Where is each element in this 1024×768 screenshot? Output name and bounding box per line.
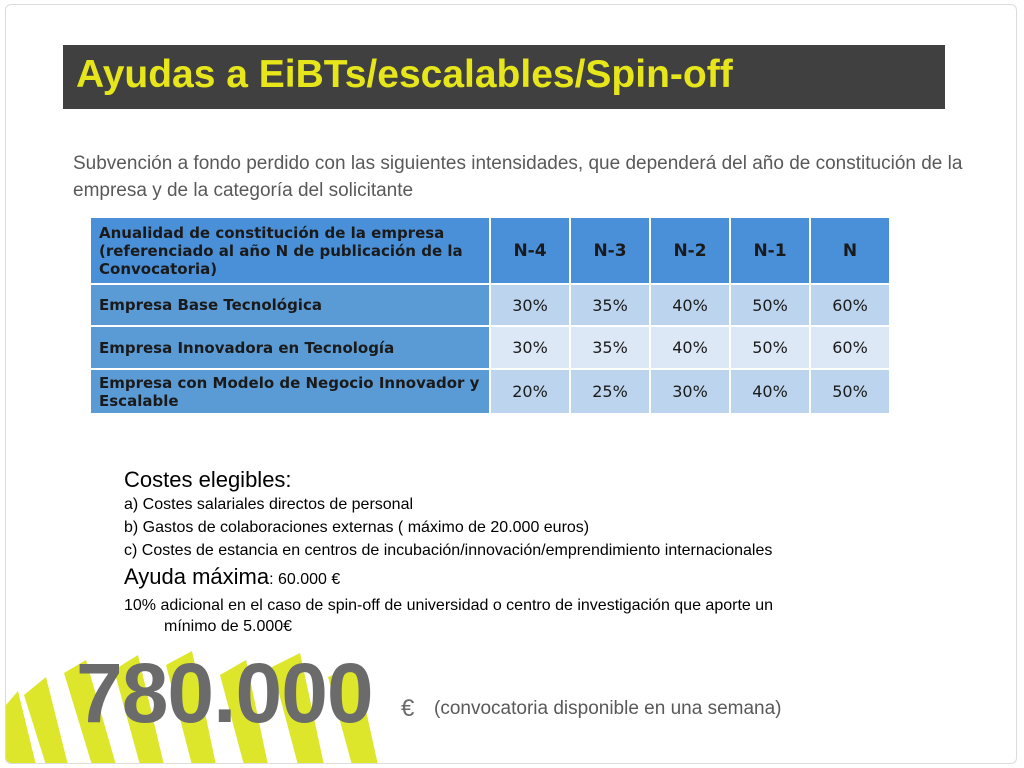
slide: Ayudas a EiBTs/escalables/Spin-off Subve… (5, 4, 1017, 764)
table-cell: 25% (569, 368, 651, 415)
slide-title: Ayudas a EiBTs/escalables/Spin-off (76, 53, 733, 96)
column-header: N-4 (489, 216, 571, 285)
table-row: Empresa con Modelo de Negocio Innovador … (89, 368, 891, 415)
table-cell: 30% (489, 325, 571, 370)
title-bar: Ayudas a EiBTs/escalables/Spin-off (63, 45, 945, 109)
max-aid-label: Ayuda máxima (124, 564, 270, 589)
table-header-row: Anualidad de constitución de la empresa … (89, 216, 891, 285)
eligible-costs-section: Costes elegibles: a) Costes salariales d… (124, 467, 1004, 637)
cost-item: b) Gastos de colaboraciones externas ( m… (124, 519, 590, 536)
row-label: Empresa con Modelo de Negocio Innovador … (89, 368, 491, 415)
row-label: Empresa Base Tecnológica (89, 283, 491, 327)
brush-stroke (64, 660, 116, 763)
yellow-brush-decoration (6, 651, 378, 763)
table-row: Empresa Base Tecnológica 30% 35% 40% 50%… (89, 283, 891, 327)
table-row: Empresa Innovadora en Tecnología 30% 35%… (89, 325, 891, 370)
table-cell: 50% (729, 325, 811, 370)
row-label: Empresa Innovadora en Tecnología (89, 325, 491, 370)
brush-stroke (220, 660, 268, 763)
table-cell: 30% (489, 283, 571, 327)
max-aid-line: Ayuda máxima: 60.000 € (124, 562, 1004, 595)
table-header-label: Anualidad de constitución de la empresa … (89, 216, 491, 285)
max-aid-value: : 60.000 € (269, 571, 341, 588)
column-header: N-3 (569, 216, 651, 285)
brush-stroke (166, 651, 216, 763)
budget-amount: 780.000 (76, 646, 374, 740)
column-header: N-2 (649, 216, 731, 285)
intro-paragraph: Subvención a fondo perdido con las sigui… (73, 153, 963, 201)
table-cell: 40% (649, 283, 731, 327)
table-cell: 30% (649, 368, 731, 415)
table-cell: 60% (809, 325, 891, 370)
availability-note: (convocatoria disponible en una semana) (434, 698, 782, 719)
table-cell: 35% (569, 325, 651, 370)
intensity-table: Anualidad de constitución de la empresa … (89, 216, 891, 415)
cost-item: c) Costes de estancia en centros de incu… (124, 542, 773, 559)
table-cell: 40% (649, 325, 731, 370)
spin-off-bonus-continuation: mínimo de 5.000€ (164, 618, 293, 635)
costs-heading: Costes elegibles: (124, 467, 292, 492)
column-header: N (809, 216, 891, 285)
column-header: N-1 (729, 216, 811, 285)
brush-stroke (272, 653, 324, 763)
cost-item: a) Costes salariales directos de persona… (124, 496, 414, 513)
table-cell: 60% (809, 283, 891, 327)
spin-off-bonus-line: 10% adicional en el caso de spin-off de … (124, 597, 774, 614)
budget-currency: € (401, 695, 415, 722)
table-cell: 40% (729, 368, 811, 415)
brush-stroke (24, 677, 68, 763)
table-cell: 35% (569, 283, 651, 327)
table-cell: 50% (809, 368, 891, 415)
table-cell: 50% (729, 283, 811, 327)
brush-stroke (328, 665, 378, 763)
table-cell: 20% (489, 368, 571, 415)
brush-stroke (6, 691, 36, 763)
brush-stroke (114, 655, 164, 763)
